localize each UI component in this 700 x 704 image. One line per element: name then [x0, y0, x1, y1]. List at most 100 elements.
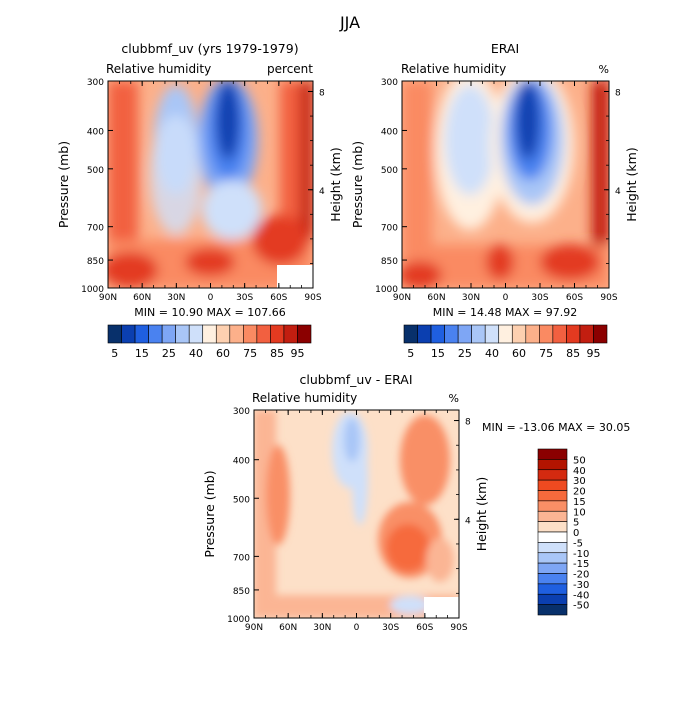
colorbar-swatch — [566, 324, 581, 344]
colorbar-label: 15 — [135, 347, 149, 360]
colorbar-label: 40 — [573, 466, 586, 477]
heatmap-field — [254, 410, 459, 618]
colorbar-swatch — [229, 324, 244, 344]
colorbar-label: -5 — [573, 538, 583, 549]
y-tick-label: 850 — [381, 257, 398, 267]
panel-title: clubbmf_uv - ERAI — [299, 372, 412, 387]
colorbar-swatch — [215, 324, 231, 344]
colorbar-swatch — [537, 490, 568, 502]
figure-title: JJA — [339, 13, 360, 32]
y-tick-label: 300 — [87, 78, 104, 88]
colorbar-label: 95 — [290, 347, 304, 360]
x-tick-label: 30S — [531, 293, 548, 303]
colorbar-label: -10 — [573, 549, 589, 560]
panel-right-label: % — [449, 392, 459, 405]
colorbar-label: 40 — [189, 347, 203, 360]
panel-title: clubbmf_uv (yrs 1979-1979) — [121, 41, 298, 56]
panel-left-label: Relative humidity — [252, 391, 357, 405]
x-tick-label: 0 — [208, 293, 214, 303]
y-tick-label: 300 — [381, 78, 398, 88]
x-tick-label: 60N — [133, 293, 151, 303]
colorbar-swatch — [107, 324, 122, 344]
x-tick-label: 90N — [245, 623, 263, 633]
colorbar-swatch — [134, 324, 149, 344]
colorbar-label: 20 — [573, 487, 586, 498]
colorbar-swatch — [537, 510, 568, 522]
panel-left-label: Relative humidity — [401, 62, 506, 76]
colorbar-label: 85 — [566, 347, 580, 360]
colorbar-swatch — [256, 324, 271, 344]
colorbar-swatch — [471, 324, 486, 344]
axes-erai: 90N 60N 30N 0 30S 60S 90S 300 400 500 700 850 1000 8 4… — [350, 78, 639, 303]
height-tick-label: 4 — [615, 187, 621, 197]
colorbar-label: 25 — [458, 347, 472, 360]
colorbar-label: 60 — [512, 347, 526, 360]
colorbar-label: 25 — [162, 347, 176, 360]
panel-difference: clubbmf_uv - ERAI Relative humidity % — [202, 372, 630, 633]
colorbar-swatch — [525, 324, 540, 344]
colorbar-swatch — [537, 583, 568, 595]
x-tick-label: 0 — [503, 293, 509, 303]
colorbar-swatch — [537, 542, 568, 554]
colorbar-swatch — [537, 573, 568, 585]
colorbar-swatch — [498, 324, 513, 344]
colorbar-label: 40 — [485, 347, 499, 360]
colorbar-swatch — [579, 324, 594, 344]
panel-erai: ERAI Relative humidity % — [350, 41, 639, 360]
y-tick-label: 1000 — [81, 285, 104, 295]
colorbar-swatch — [537, 500, 568, 512]
panel-stats: MIN = -13.06 MAX = 30.05 — [482, 421, 630, 434]
y-tick-label: 700 — [233, 553, 250, 563]
colorbar-swatch — [593, 324, 608, 344]
colorbar-swatch — [537, 479, 568, 491]
colorbar-label: 0 — [573, 528, 579, 539]
colorbar-swatch — [403, 324, 418, 344]
y-axis-label: Pressure (mb) — [202, 470, 217, 557]
y-tick-label: 500 — [87, 166, 104, 176]
colorbar-swatch — [537, 469, 568, 481]
colorbar-swatch — [537, 562, 568, 574]
colorbar-label: 95 — [586, 347, 600, 360]
colorbar-swatch — [537, 531, 568, 543]
panel-stats: MIN = 14.48 MAX = 97.92 — [433, 306, 577, 319]
colorbar-label: 15 — [431, 347, 445, 360]
colorbar-label: 75 — [539, 347, 553, 360]
x-tick-label: 90S — [450, 623, 467, 633]
y-tick-label: 1000 — [227, 615, 250, 625]
x-tick-label: 30S — [236, 293, 253, 303]
x-tick-label: 30N — [462, 293, 480, 303]
panel-title: ERAI — [491, 41, 519, 56]
colorbar-label: 10 — [573, 507, 586, 518]
colorbar-label: 50 — [573, 455, 586, 466]
x-tick-label: 30S — [382, 623, 399, 633]
colorbar-label: -50 — [573, 601, 589, 612]
x-tick-label: 30N — [313, 623, 331, 633]
colorbar-label: -30 — [573, 580, 589, 591]
height-tick-label: 8 — [465, 418, 471, 428]
colorbar-label: 30 — [573, 476, 586, 487]
x-tick-label: 60S — [270, 293, 287, 303]
colorbar-label: 60 — [216, 347, 230, 360]
x-tick-label: 90S — [304, 293, 321, 303]
heatmap-field — [402, 81, 609, 288]
height-tick-label: 4 — [319, 187, 325, 197]
colorbar-swatch — [243, 324, 258, 344]
colorbar-swatch — [270, 324, 285, 344]
y-axis-label-right: Height (km) — [624, 147, 639, 221]
panel-stats: MIN = 10.90 MAX = 107.66 — [134, 306, 285, 319]
colorbar-swatch — [537, 448, 568, 460]
colorbar-label: 5 — [111, 347, 118, 360]
y-tick-label: 850 — [233, 587, 250, 597]
colorbar-model: 5 15 25 40 60 75 85 95 — [107, 324, 312, 360]
panel-left-label: Relative humidity — [106, 62, 211, 76]
x-tick-label: 90N — [393, 293, 411, 303]
colorbar-swatch — [148, 324, 163, 344]
y-tick-label: 850 — [87, 257, 104, 267]
colorbar-swatch — [430, 324, 445, 344]
y-tick-label: 400 — [87, 127, 104, 137]
y-tick-label: 1000 — [375, 285, 398, 295]
colorbar-swatch — [202, 324, 217, 344]
y-tick-label: 700 — [87, 224, 104, 234]
